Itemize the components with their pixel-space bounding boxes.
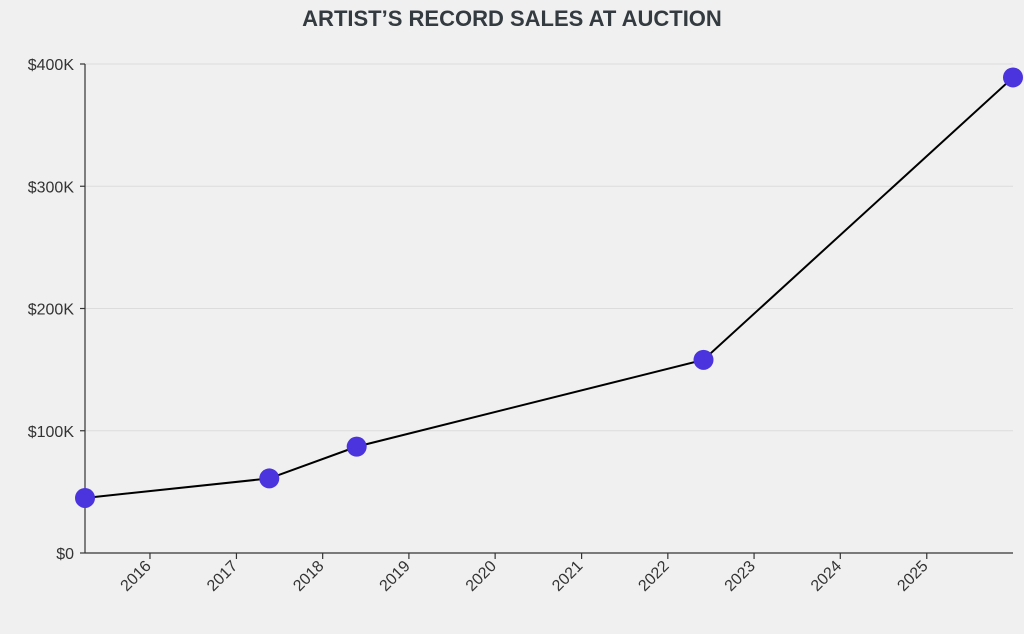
y-tick-label: $100K: [28, 424, 75, 441]
data-point-marker[interactable]: [1003, 67, 1023, 88]
data-point-marker[interactable]: [346, 436, 367, 457]
x-tick-label: 2017: [204, 558, 241, 595]
series-line: [84, 76, 1014, 499]
x-tick-label: 2020: [463, 558, 500, 595]
series: [75, 67, 1023, 508]
y-axis-ticks: $0 $100K $200K $300K $400K: [28, 57, 85, 563]
x-tick-label: 2023: [722, 558, 759, 595]
grid-lines: [85, 63, 1013, 432]
y-tick-label: $300K: [28, 179, 75, 196]
y-tick-label: $400K: [28, 57, 75, 74]
data-point-marker[interactable]: [259, 468, 280, 489]
x-tick-label: 2019: [377, 558, 414, 595]
x-tick-label: 2021: [549, 558, 586, 595]
data-point-marker[interactable]: [75, 487, 95, 508]
y-tick-label: $200K: [28, 302, 75, 319]
x-tick-label: 2022: [635, 558, 672, 595]
x-axis-ticks: 2016 2017 2018 2019 2020 2021 2022 2023 2024 2025: [118, 553, 932, 595]
data-point-marker[interactable]: [693, 349, 714, 370]
y-tick-label: $0: [56, 546, 74, 563]
x-tick-label: 2025: [894, 558, 931, 595]
x-tick-label: 2018: [290, 558, 327, 595]
x-tick-label: 2024: [808, 558, 845, 595]
x-tick-label: 2016: [118, 558, 155, 595]
chart-title: ARTIST’S RECORD SALES AT AUCTION: [302, 6, 722, 31]
